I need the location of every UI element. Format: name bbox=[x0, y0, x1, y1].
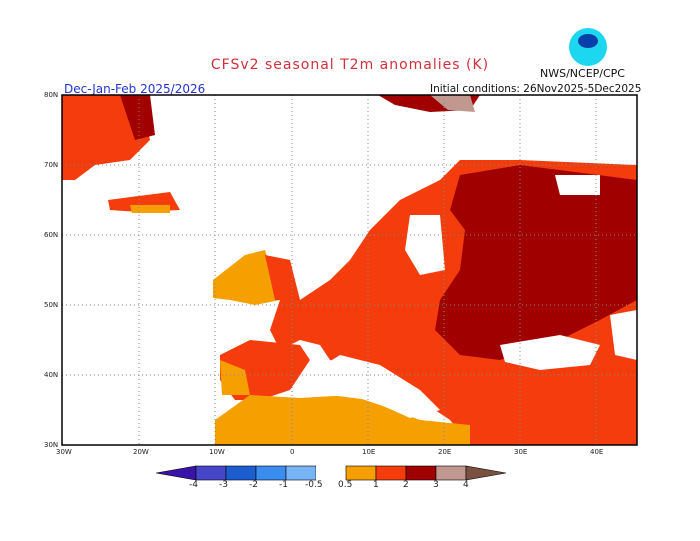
lon-label: 10W bbox=[209, 448, 225, 456]
season-label: Dec-Jan-Feb 2025/2026 bbox=[64, 82, 206, 96]
lon-label: 30E bbox=[514, 448, 528, 456]
black-sea bbox=[500, 335, 600, 370]
map-frame bbox=[61, 94, 638, 446]
colorbar-label: -4 bbox=[189, 480, 198, 490]
lat-label: 60N bbox=[44, 231, 59, 239]
mediterranean-sea bbox=[300, 355, 440, 418]
baltic-sea bbox=[405, 215, 445, 275]
colorbar-high-arrow bbox=[465, 465, 507, 481]
lat-label: 40N bbox=[44, 371, 59, 379]
lon-label: 10E bbox=[362, 448, 376, 456]
colorbar-label: 2 bbox=[403, 480, 409, 490]
caspian-sea bbox=[610, 310, 637, 360]
region-north-africa bbox=[215, 395, 470, 445]
colorbar-label: 0.5 bbox=[338, 480, 353, 490]
colorbar-low-arrow bbox=[155, 465, 197, 481]
region-eastern-europe bbox=[435, 165, 637, 360]
lon-label: 30W bbox=[56, 448, 72, 456]
colorbar-label: -3 bbox=[219, 480, 228, 490]
lat-label: 80N bbox=[44, 91, 59, 99]
region-british-isles bbox=[213, 250, 280, 305]
figure-title: CFSv2 seasonal T2m anomalies (K) bbox=[210, 57, 490, 73]
lon-label: 40E bbox=[590, 448, 604, 456]
lat-label: 30N bbox=[44, 441, 59, 449]
colorbar-label: 3 bbox=[433, 480, 439, 490]
noaa-logo bbox=[569, 28, 607, 66]
colorbar-label: -0.5 bbox=[305, 480, 323, 490]
lat-label: 70N bbox=[44, 161, 59, 169]
colorbar-label: -1 bbox=[279, 480, 288, 490]
agency-label: NWS/NCEP/CPC bbox=[540, 67, 625, 80]
colorbar-label: 1 bbox=[373, 480, 379, 490]
colorbar-label: 4 bbox=[463, 480, 469, 490]
initial-conditions-label: Initial conditions: 26Nov2025-5Dec2025 bbox=[430, 83, 642, 95]
lon-label: 20E bbox=[438, 448, 452, 456]
colorbar bbox=[155, 465, 507, 481]
lon-label: 20W bbox=[133, 448, 149, 456]
colorbar-label: -2 bbox=[249, 480, 258, 490]
lat-label: 50N bbox=[44, 301, 59, 309]
lon-label: 0 bbox=[290, 448, 295, 456]
white-sea bbox=[555, 175, 600, 195]
